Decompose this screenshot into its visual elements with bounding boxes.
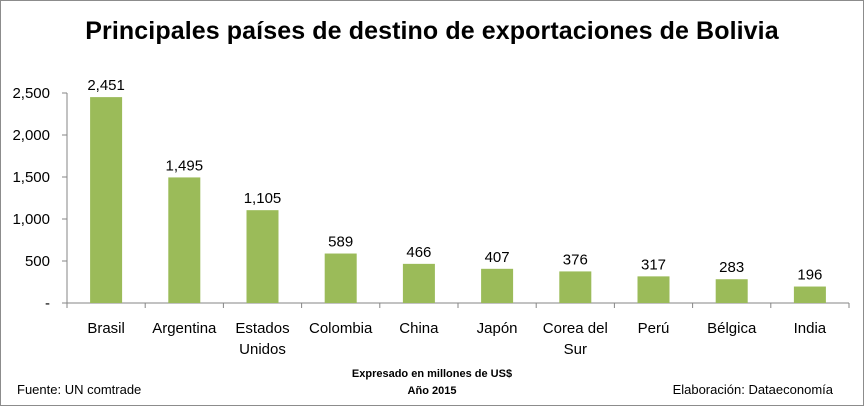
year-note: Año 2015 [407, 385, 457, 397]
bar [481, 268, 514, 303]
category-label: Corea del Sur [543, 320, 608, 358]
bar [168, 177, 201, 303]
y-tick-label: 1,000 [12, 211, 50, 228]
y-tick-label: 1,500 [12, 169, 50, 186]
bar [402, 263, 435, 303]
data-label: 317 [641, 256, 666, 273]
data-label: 283 [719, 259, 744, 276]
bar [324, 253, 357, 303]
category-label: Argentina [152, 320, 217, 337]
bar [715, 279, 748, 303]
data-label: 2,451 [87, 77, 125, 94]
category-label: Estados Unidos [235, 320, 289, 358]
data-label: 466 [406, 244, 431, 261]
y-tick-label: - [45, 295, 50, 312]
bar [637, 276, 670, 303]
y-tick-label: 500 [25, 253, 50, 270]
bar [793, 286, 826, 303]
category-label: Colombia [309, 320, 373, 337]
bar [559, 271, 592, 303]
chart-title: Principales países de destino de exporta… [85, 17, 779, 45]
data-label: 407 [485, 249, 510, 266]
category-label: China [399, 320, 439, 337]
category-label: Japón [477, 320, 518, 337]
data-label: 1,495 [166, 157, 204, 174]
data-label: 1,105 [244, 190, 282, 207]
category-label: Brasil [87, 320, 125, 337]
data-label: 376 [563, 251, 588, 268]
bar [90, 97, 123, 303]
bar [246, 210, 279, 303]
y-tick-label: 2,000 [12, 127, 50, 144]
y-tick-label: 2,500 [12, 85, 50, 102]
category-label: Bélgica [707, 320, 757, 337]
category-label: India [794, 320, 827, 337]
source-note: Fuente: UN comtrade [17, 382, 142, 397]
category-label: Perú [638, 320, 670, 337]
data-label: 196 [797, 267, 822, 284]
data-label: 589 [328, 234, 353, 251]
units-note: Expresado en millones de US$ [351, 368, 513, 380]
credit-note: Elaboración: Dataeconomía [672, 382, 833, 397]
